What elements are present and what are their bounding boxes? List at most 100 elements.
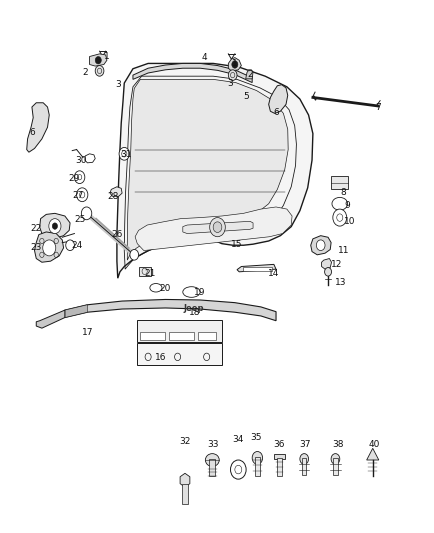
Text: 34: 34 bbox=[232, 435, 243, 444]
Text: 37: 37 bbox=[299, 440, 311, 449]
Polygon shape bbox=[321, 259, 331, 269]
Text: 40: 40 bbox=[368, 440, 379, 449]
Text: 25: 25 bbox=[74, 215, 85, 224]
Circle shape bbox=[332, 209, 346, 226]
Polygon shape bbox=[110, 187, 122, 196]
Text: 35: 35 bbox=[250, 433, 262, 442]
Polygon shape bbox=[180, 473, 189, 487]
Polygon shape bbox=[268, 85, 287, 114]
Polygon shape bbox=[228, 58, 241, 71]
Polygon shape bbox=[310, 236, 330, 255]
Bar bbox=[182, 483, 187, 504]
Text: Jeep: Jeep bbox=[183, 304, 204, 313]
Text: 18: 18 bbox=[189, 308, 200, 317]
Bar bbox=[197, 333, 216, 340]
Text: 1: 1 bbox=[104, 52, 109, 61]
Circle shape bbox=[324, 268, 331, 276]
Text: 23: 23 bbox=[30, 244, 42, 253]
Text: 33: 33 bbox=[207, 440, 218, 449]
Circle shape bbox=[76, 188, 88, 201]
Circle shape bbox=[299, 454, 308, 464]
Circle shape bbox=[316, 240, 324, 251]
Circle shape bbox=[228, 70, 237, 80]
Text: 22: 22 bbox=[30, 224, 42, 233]
Text: 13: 13 bbox=[335, 278, 346, 287]
Text: 10: 10 bbox=[343, 217, 355, 226]
Polygon shape bbox=[65, 305, 87, 318]
Polygon shape bbox=[117, 63, 312, 278]
Bar bbox=[138, 266, 150, 276]
Polygon shape bbox=[127, 79, 287, 260]
Bar bbox=[209, 459, 215, 476]
Text: 28: 28 bbox=[107, 192, 118, 201]
Circle shape bbox=[81, 207, 92, 220]
Text: 8: 8 bbox=[339, 188, 345, 197]
Text: 36: 36 bbox=[273, 440, 285, 449]
Text: 27: 27 bbox=[72, 191, 83, 200]
Bar bbox=[301, 458, 306, 475]
Bar bbox=[254, 457, 260, 476]
Ellipse shape bbox=[182, 287, 200, 297]
Text: 6: 6 bbox=[273, 108, 278, 117]
Circle shape bbox=[130, 249, 138, 260]
Bar bbox=[332, 458, 337, 475]
Text: 2: 2 bbox=[247, 70, 252, 78]
Circle shape bbox=[213, 222, 221, 232]
Circle shape bbox=[119, 148, 129, 160]
Text: 1: 1 bbox=[231, 59, 237, 68]
Text: 3: 3 bbox=[115, 79, 120, 88]
Circle shape bbox=[230, 460, 246, 479]
Polygon shape bbox=[245, 70, 253, 79]
Text: 5: 5 bbox=[242, 92, 248, 101]
Text: 6: 6 bbox=[29, 128, 35, 137]
Text: 31: 31 bbox=[120, 150, 132, 159]
Text: 9: 9 bbox=[344, 201, 350, 210]
Text: 24: 24 bbox=[71, 241, 82, 250]
Text: 11: 11 bbox=[337, 246, 348, 255]
Bar bbox=[276, 458, 282, 476]
Polygon shape bbox=[26, 103, 49, 152]
Bar bbox=[140, 333, 165, 340]
Polygon shape bbox=[135, 207, 291, 251]
Circle shape bbox=[52, 223, 57, 229]
Polygon shape bbox=[89, 54, 107, 66]
Polygon shape bbox=[34, 232, 63, 262]
Circle shape bbox=[95, 56, 101, 64]
Circle shape bbox=[49, 219, 61, 233]
Text: 29: 29 bbox=[69, 174, 80, 183]
Text: 7: 7 bbox=[374, 102, 380, 111]
Text: 38: 38 bbox=[332, 440, 343, 449]
Bar bbox=[273, 454, 285, 459]
Text: 4: 4 bbox=[201, 53, 207, 62]
Polygon shape bbox=[39, 213, 70, 238]
Polygon shape bbox=[36, 310, 65, 328]
Circle shape bbox=[66, 240, 74, 251]
Ellipse shape bbox=[331, 197, 347, 210]
Circle shape bbox=[95, 66, 104, 76]
Polygon shape bbox=[366, 448, 378, 460]
Text: 3: 3 bbox=[227, 78, 233, 87]
Polygon shape bbox=[237, 264, 276, 272]
Text: 30: 30 bbox=[75, 156, 86, 165]
Bar bbox=[137, 320, 221, 342]
Circle shape bbox=[330, 454, 339, 464]
Circle shape bbox=[43, 240, 56, 256]
Text: 17: 17 bbox=[82, 328, 93, 337]
Text: 16: 16 bbox=[154, 353, 166, 362]
Text: 21: 21 bbox=[144, 269, 156, 278]
Ellipse shape bbox=[205, 454, 219, 466]
Bar bbox=[242, 267, 272, 271]
Bar bbox=[168, 333, 194, 340]
Circle shape bbox=[252, 451, 262, 464]
Circle shape bbox=[74, 171, 85, 183]
Text: 12: 12 bbox=[330, 261, 342, 269]
Text: 26: 26 bbox=[111, 230, 122, 239]
Text: 14: 14 bbox=[268, 269, 279, 278]
Text: 20: 20 bbox=[158, 284, 170, 293]
Text: 19: 19 bbox=[194, 287, 205, 296]
Polygon shape bbox=[133, 63, 252, 83]
Polygon shape bbox=[182, 221, 253, 233]
Text: 32: 32 bbox=[179, 438, 190, 447]
Ellipse shape bbox=[149, 284, 161, 292]
Circle shape bbox=[209, 217, 225, 237]
